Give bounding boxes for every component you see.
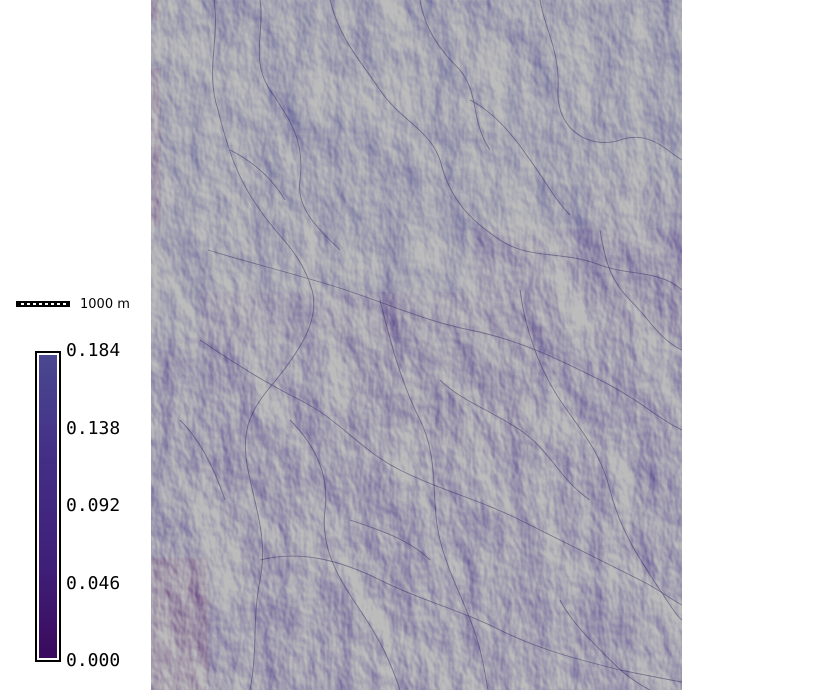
hillshade-overlay xyxy=(151,0,682,690)
scale-bar: 1000 m xyxy=(16,296,130,312)
legend-tick-label: 0.046 xyxy=(66,573,121,594)
legend-tick-label: 0.184 xyxy=(66,340,121,361)
raster-layer xyxy=(151,0,682,690)
color-legend-bar xyxy=(35,351,61,662)
scale-bar-label: 1000 m xyxy=(80,296,130,312)
road-network xyxy=(179,0,682,690)
legend-tick-label: 0.138 xyxy=(66,418,121,439)
legend-tick-label: 0.000 xyxy=(66,650,121,671)
legend-tick-label: 0.092 xyxy=(66,495,121,516)
color-legend-gradient xyxy=(39,355,57,658)
scale-bar-graphic xyxy=(16,301,70,307)
